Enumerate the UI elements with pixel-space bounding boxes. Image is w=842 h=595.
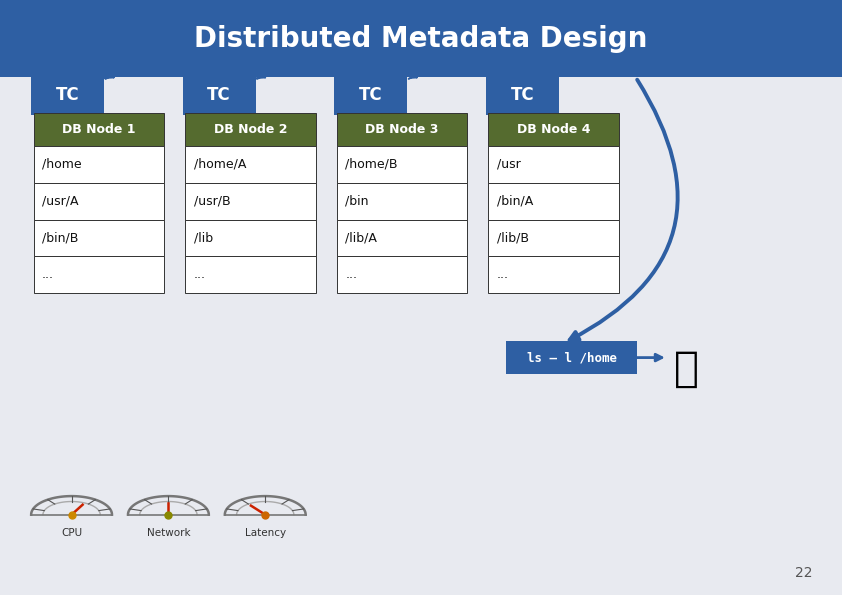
FancyBboxPatch shape [185,146,316,183]
FancyBboxPatch shape [183,76,256,115]
Text: CPU: CPU [61,528,83,538]
Text: /lib/A: /lib/A [345,231,377,245]
FancyBboxPatch shape [185,113,316,146]
FancyBboxPatch shape [488,256,619,293]
FancyBboxPatch shape [486,76,559,115]
Text: ...: ... [497,268,509,281]
FancyBboxPatch shape [337,183,467,220]
FancyBboxPatch shape [185,256,316,293]
FancyBboxPatch shape [34,256,164,293]
Text: /bin/B: /bin/B [42,231,78,245]
Text: /usr/B: /usr/B [194,195,230,208]
FancyBboxPatch shape [334,76,408,115]
Text: TC: TC [56,86,79,104]
FancyBboxPatch shape [488,220,619,256]
Text: /home/A: /home/A [194,158,246,171]
FancyBboxPatch shape [337,113,467,146]
Text: /usr/A: /usr/A [42,195,78,208]
Text: 🧑: 🧑 [674,347,699,390]
Text: /home/B: /home/B [345,158,397,171]
Text: /bin: /bin [345,195,369,208]
FancyBboxPatch shape [488,146,619,183]
FancyBboxPatch shape [337,256,467,293]
Text: /lib/B: /lib/B [497,231,529,245]
Text: ls – l /home: ls – l /home [527,351,616,364]
FancyBboxPatch shape [34,220,164,256]
FancyBboxPatch shape [337,220,467,256]
Text: TC: TC [359,86,382,104]
FancyBboxPatch shape [34,183,164,220]
Text: Network: Network [147,528,190,538]
Text: 22: 22 [795,566,813,580]
FancyBboxPatch shape [185,183,316,220]
Text: Distributed Metadata Design: Distributed Metadata Design [195,24,647,53]
Text: Latency: Latency [245,528,285,538]
Text: /home: /home [42,158,82,171]
Text: DB Node 2: DB Node 2 [214,123,287,136]
Text: DB Node 3: DB Node 3 [365,123,439,136]
Text: TC: TC [510,86,534,104]
FancyBboxPatch shape [0,0,842,77]
Text: TC: TC [207,86,231,104]
FancyBboxPatch shape [34,113,164,146]
Text: ...: ... [42,268,54,281]
FancyBboxPatch shape [488,183,619,220]
Text: /lib: /lib [194,231,213,245]
Text: ...: ... [194,268,205,281]
FancyBboxPatch shape [488,113,619,146]
Text: /bin/A: /bin/A [497,195,533,208]
Text: DB Node 4: DB Node 4 [517,123,590,136]
FancyBboxPatch shape [185,220,316,256]
Text: DB Node 1: DB Node 1 [62,123,136,136]
Text: ...: ... [345,268,357,281]
Text: /usr: /usr [497,158,520,171]
FancyBboxPatch shape [34,146,164,183]
FancyBboxPatch shape [337,146,467,183]
FancyBboxPatch shape [506,341,637,374]
FancyBboxPatch shape [31,76,104,115]
